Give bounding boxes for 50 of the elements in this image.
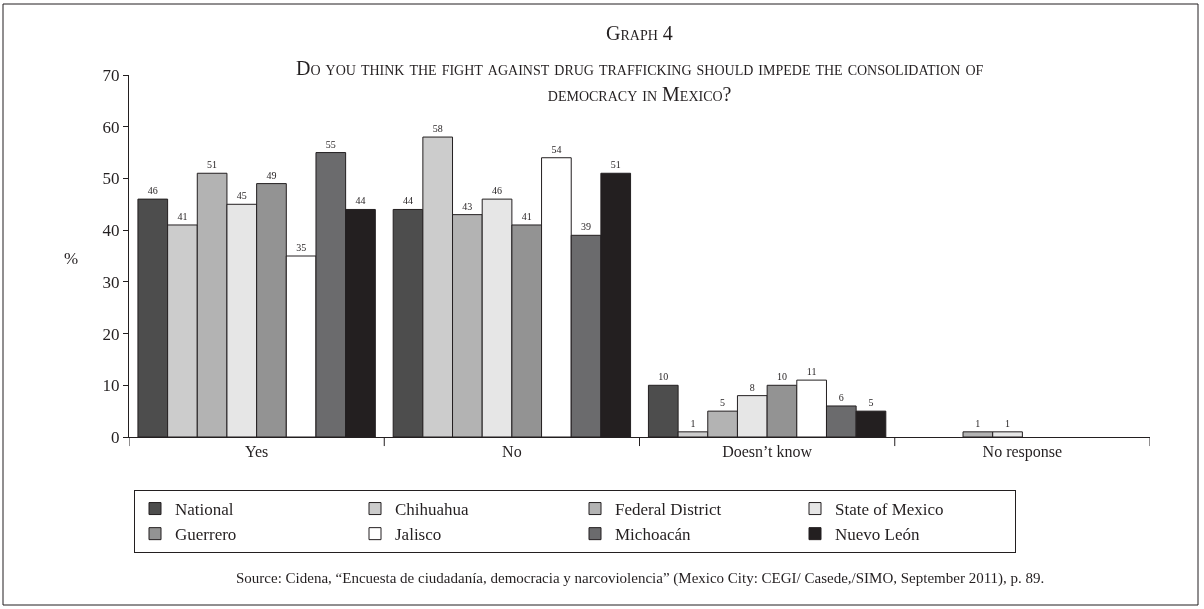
data-label: 10 <box>658 371 669 383</box>
data-label: 11 <box>806 366 817 378</box>
legend-label: Guerrero <box>175 525 237 545</box>
y-tick-label: 10 <box>102 376 120 396</box>
legend-label: Michoacán <box>615 525 692 545</box>
legend-label: National <box>175 500 234 520</box>
data-label: 39 <box>581 221 592 233</box>
legend-label: Jalisco <box>395 525 442 545</box>
data-label: 6 <box>838 391 844 403</box>
data-label: 10 <box>776 371 787 383</box>
data-label: 1 <box>975 417 981 429</box>
y-tick-label: 40 <box>102 221 120 241</box>
data-label: 5 <box>720 397 726 409</box>
x-tick-label: No <box>502 443 522 461</box>
y-tick-label: 60 <box>102 117 120 137</box>
data-label: 45 <box>236 190 247 202</box>
data-label: 58 <box>432 123 443 135</box>
x-tick-label: Doesn’t know <box>722 443 813 461</box>
data-label: 46 <box>492 185 503 197</box>
data-label: 54 <box>551 143 562 155</box>
data-label: 1 <box>1005 417 1011 429</box>
y-tick-label: 70 <box>102 65 120 85</box>
data-label: 41 <box>177 210 188 222</box>
y-tick-label: 50 <box>102 169 120 189</box>
legend-label: Nuevo León <box>835 525 920 545</box>
data-label: 55 <box>325 138 336 150</box>
data-label: 43 <box>462 200 473 212</box>
legend-label: Federal District <box>615 500 722 520</box>
data-label: 51 <box>207 159 218 171</box>
y-axis-title: % <box>64 249 79 268</box>
y-tick-label: 20 <box>102 324 120 344</box>
data-label: 44 <box>355 195 366 207</box>
y-tick-label: 30 <box>102 272 120 292</box>
x-tick-label: No response <box>982 443 1063 462</box>
legend-label: State of Mexico <box>835 500 944 520</box>
data-label: 5 <box>868 397 874 409</box>
y-tick-label: 0 <box>111 427 120 447</box>
source-note: Source: Cidena, “Encuesta de ciudadanía, democracia y narcoviolencia” (Mexico City: CEGI/ Casede,/SIMO, September 2011), p. 89. <box>236 570 1045 587</box>
data-label: 1 <box>690 417 696 429</box>
data-label: 49 <box>266 169 277 181</box>
chart-title: Graph 4 <box>606 22 673 44</box>
legend-label: Chihuahua <box>395 500 470 520</box>
x-tick-label: Yes <box>244 443 269 461</box>
data-label: 46 <box>147 185 158 197</box>
data-label: 51 <box>610 159 621 171</box>
data-label: 8 <box>749 381 755 393</box>
data-label: 44 <box>403 195 414 207</box>
data-label: 35 <box>296 242 307 253</box>
chart-subtitle: Do you think the fight against drug trafficking should impede the consolidation of democracy in Mexico? <box>296 57 984 105</box>
data-label: 41 <box>521 210 532 222</box>
